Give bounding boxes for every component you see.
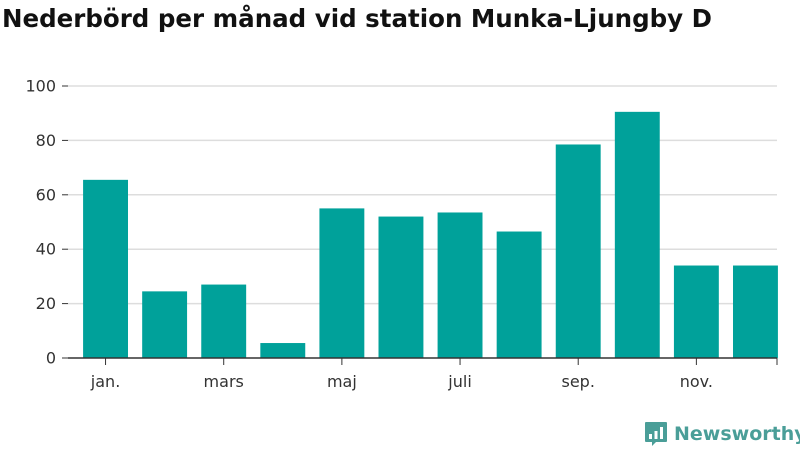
x-tick-label: jan. — [90, 372, 120, 391]
x-tick-label: sep. — [561, 372, 594, 391]
x-tick-label: nov. — [680, 372, 713, 391]
bars — [83, 111, 778, 358]
bar-mars — [201, 284, 247, 358]
bar-sep — [555, 144, 601, 358]
y-tick-label: 20 — [36, 294, 56, 313]
bar-apr — [260, 343, 306, 358]
x-tick-label: mars — [204, 372, 244, 391]
bar-jan — [83, 179, 128, 358]
x-axis — [68, 357, 778, 365]
chart-title: Nederbörd per månad vid station Munka-Lj… — [2, 4, 712, 33]
bar-juni — [378, 216, 424, 358]
y-tick-label: 40 — [36, 240, 56, 259]
newsworthy-logo-icon — [645, 422, 667, 446]
x-tick-label: juli — [447, 372, 471, 391]
bar-feb — [142, 291, 188, 358]
bar-aug — [496, 231, 542, 358]
bar-dec — [733, 265, 778, 358]
y-tick-label: 60 — [36, 185, 56, 204]
bar-maj — [319, 208, 365, 358]
y-tick-label: 80 — [36, 131, 56, 150]
y-tick-label: 0 — [46, 349, 56, 368]
brand-name: Newsworthy — [674, 423, 800, 445]
x-axis-ticks: jan. mars maj juli sep. nov. — [90, 358, 713, 391]
y-axis-ticks: 0 20 40 60 80 100 — [25, 77, 68, 368]
y-tick-label: 100 — [25, 77, 56, 96]
brand: Newsworthy — [644, 421, 800, 447]
bar-okt — [614, 111, 660, 358]
x-tick-label: maj — [327, 372, 357, 391]
bar-juli — [437, 212, 483, 358]
bar-nov — [673, 265, 719, 358]
